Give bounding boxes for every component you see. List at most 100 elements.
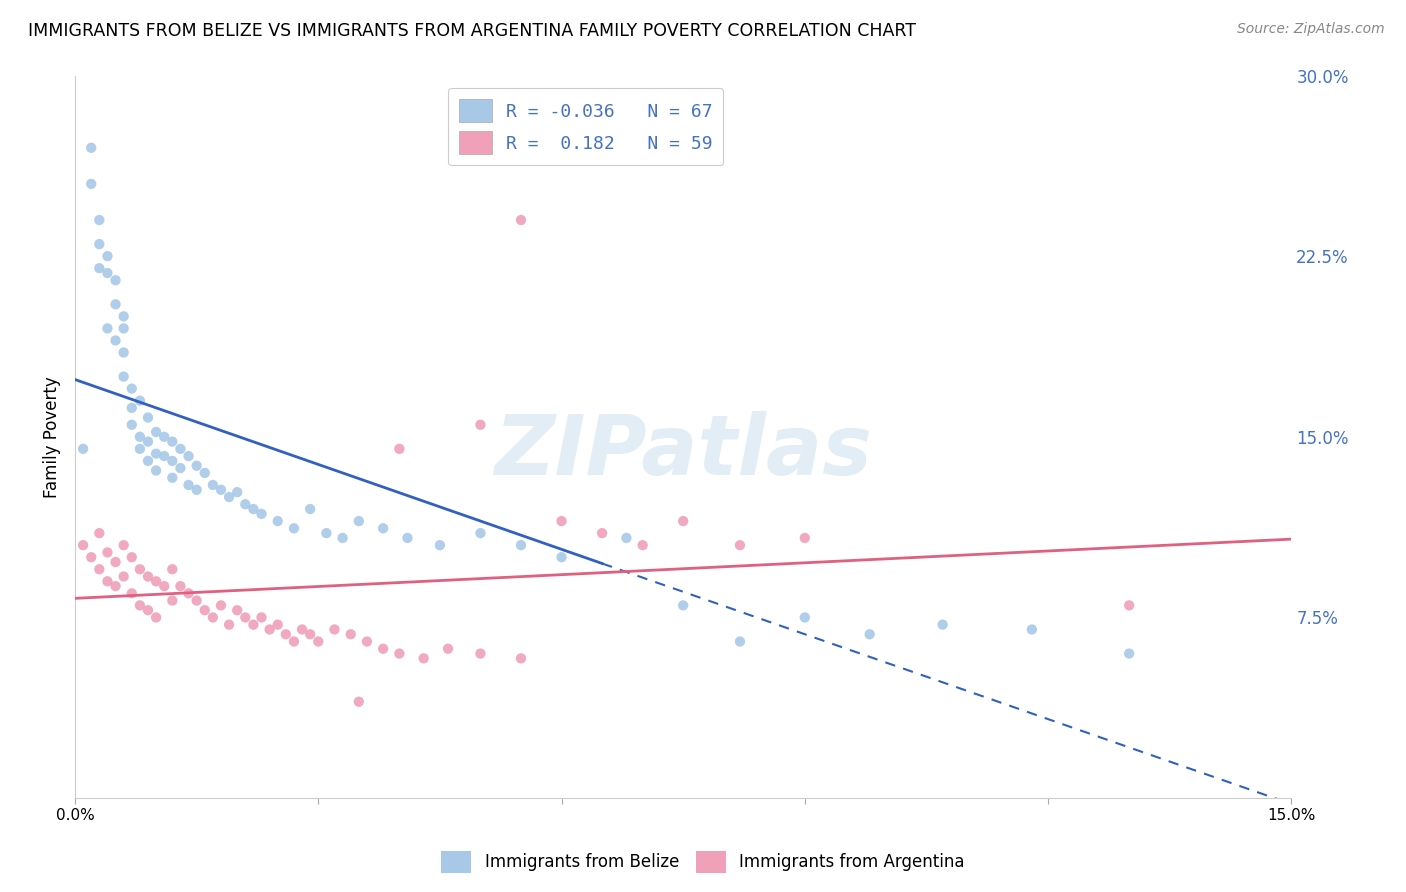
Point — [283, 634, 305, 648]
Point — [72, 442, 94, 456]
Point — [233, 610, 256, 624]
Point — [470, 417, 492, 432]
Point — [267, 514, 290, 528]
Point — [226, 603, 249, 617]
Point — [218, 490, 240, 504]
Point — [177, 449, 200, 463]
Point — [373, 521, 395, 535]
Point — [550, 550, 572, 565]
Point — [470, 526, 492, 541]
Point — [96, 249, 118, 263]
Point — [89, 562, 111, 576]
Point — [104, 579, 127, 593]
Point — [209, 599, 232, 613]
Point — [128, 393, 150, 408]
Point — [412, 651, 434, 665]
Point — [931, 617, 953, 632]
Point — [80, 141, 103, 155]
Point — [128, 562, 150, 576]
Point — [177, 586, 200, 600]
Point — [728, 538, 751, 552]
Point — [104, 334, 127, 348]
Point — [274, 627, 297, 641]
Point — [373, 641, 395, 656]
Point — [153, 430, 176, 444]
Point — [437, 641, 460, 656]
Point — [136, 603, 159, 617]
Point — [169, 579, 191, 593]
Point — [177, 478, 200, 492]
Point — [89, 237, 111, 252]
Point — [194, 466, 217, 480]
Point — [96, 266, 118, 280]
Point — [136, 454, 159, 468]
Point — [162, 562, 184, 576]
Point — [347, 514, 370, 528]
Point — [510, 538, 533, 552]
Point — [145, 610, 167, 624]
Point — [104, 555, 127, 569]
Point — [112, 345, 135, 359]
Point — [616, 531, 638, 545]
Point — [145, 425, 167, 439]
Point — [672, 514, 695, 528]
Point — [162, 454, 184, 468]
Point — [323, 623, 346, 637]
Point — [332, 531, 354, 545]
Point — [121, 401, 143, 415]
Point — [128, 442, 150, 456]
Point — [388, 647, 411, 661]
Point — [136, 434, 159, 449]
Legend: Immigrants from Belize, Immigrants from Argentina: Immigrants from Belize, Immigrants from … — [434, 845, 972, 880]
Point — [104, 297, 127, 311]
Point — [728, 634, 751, 648]
Point — [859, 627, 882, 641]
Point — [96, 574, 118, 589]
Point — [89, 526, 111, 541]
Point — [112, 310, 135, 324]
Point — [429, 538, 451, 552]
Point — [470, 647, 492, 661]
Point — [201, 610, 224, 624]
Point — [1021, 623, 1043, 637]
Point — [96, 321, 118, 335]
Point — [121, 382, 143, 396]
Text: ZIPatlas: ZIPatlas — [495, 410, 872, 491]
Point — [631, 538, 654, 552]
Point — [291, 623, 314, 637]
Point — [1118, 647, 1140, 661]
Point — [299, 627, 322, 641]
Point — [128, 599, 150, 613]
Point — [112, 538, 135, 552]
Point — [510, 651, 533, 665]
Point — [121, 417, 143, 432]
Point — [242, 502, 264, 516]
Text: IMMIGRANTS FROM BELIZE VS IMMIGRANTS FROM ARGENTINA FAMILY POVERTY CORRELATION C: IMMIGRANTS FROM BELIZE VS IMMIGRANTS FRO… — [28, 22, 917, 40]
Point — [186, 483, 208, 497]
Point — [591, 526, 613, 541]
Point — [186, 593, 208, 607]
Point — [299, 502, 322, 516]
Point — [672, 599, 695, 613]
Point — [793, 531, 815, 545]
Point — [283, 521, 305, 535]
Point — [162, 593, 184, 607]
Point — [186, 458, 208, 473]
Point — [339, 627, 361, 641]
Point — [242, 617, 264, 632]
Point — [112, 569, 135, 583]
Point — [250, 610, 273, 624]
Point — [307, 634, 329, 648]
Point — [112, 369, 135, 384]
Point — [396, 531, 419, 545]
Text: Source: ZipAtlas.com: Source: ZipAtlas.com — [1237, 22, 1385, 37]
Point — [80, 550, 103, 565]
Point — [259, 623, 281, 637]
Point — [388, 442, 411, 456]
Point — [194, 603, 217, 617]
Point — [136, 410, 159, 425]
Legend: R = -0.036   N = 67, R =  0.182   N = 59: R = -0.036 N = 67, R = 0.182 N = 59 — [449, 88, 724, 165]
Point — [1118, 599, 1140, 613]
Point — [136, 569, 159, 583]
Point — [347, 695, 370, 709]
